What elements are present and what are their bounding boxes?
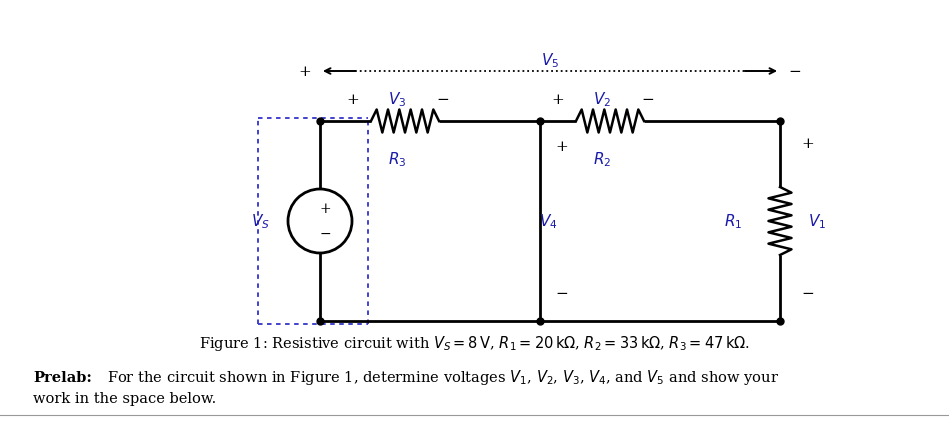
Text: $R_1$: $R_1$ (724, 212, 742, 231)
Text: $V_2$: $V_2$ (593, 90, 611, 109)
Text: $R_2$: $R_2$ (593, 150, 611, 168)
Text: +: + (802, 137, 814, 151)
Text: $R_3$: $R_3$ (388, 150, 406, 168)
Text: $V_1$: $V_1$ (808, 212, 827, 231)
Text: $V_3$: $V_3$ (388, 90, 406, 109)
Text: +: + (299, 65, 311, 79)
Text: +: + (555, 140, 568, 154)
Text: +: + (346, 93, 360, 107)
Text: −: − (802, 286, 814, 300)
Text: work in the space below.: work in the space below. (33, 391, 216, 405)
Text: −: − (555, 286, 568, 300)
Text: $V_5$: $V_5$ (541, 51, 559, 70)
Text: For the circuit shown in Figure 1, determine voltages $V_1$, $V_2$, $V_3$, $V_4$: For the circuit shown in Figure 1, deter… (107, 368, 779, 386)
Text: −: − (789, 65, 801, 79)
Text: −: − (319, 227, 331, 240)
Text: Figure 1: Resistive circuit with $V_S = 8\,\mathrm{V}$, $R_1 = 20\,\mathrm{k}\Om: Figure 1: Resistive circuit with $V_S = … (199, 334, 750, 352)
Text: −: − (437, 93, 450, 107)
Text: −: − (642, 93, 655, 107)
Text: $V_S$: $V_S$ (251, 212, 270, 231)
Text: +: + (319, 201, 331, 216)
Text: Prelab:: Prelab: (33, 370, 92, 384)
Text: $V_4$: $V_4$ (539, 212, 557, 231)
Text: +: + (551, 93, 565, 107)
